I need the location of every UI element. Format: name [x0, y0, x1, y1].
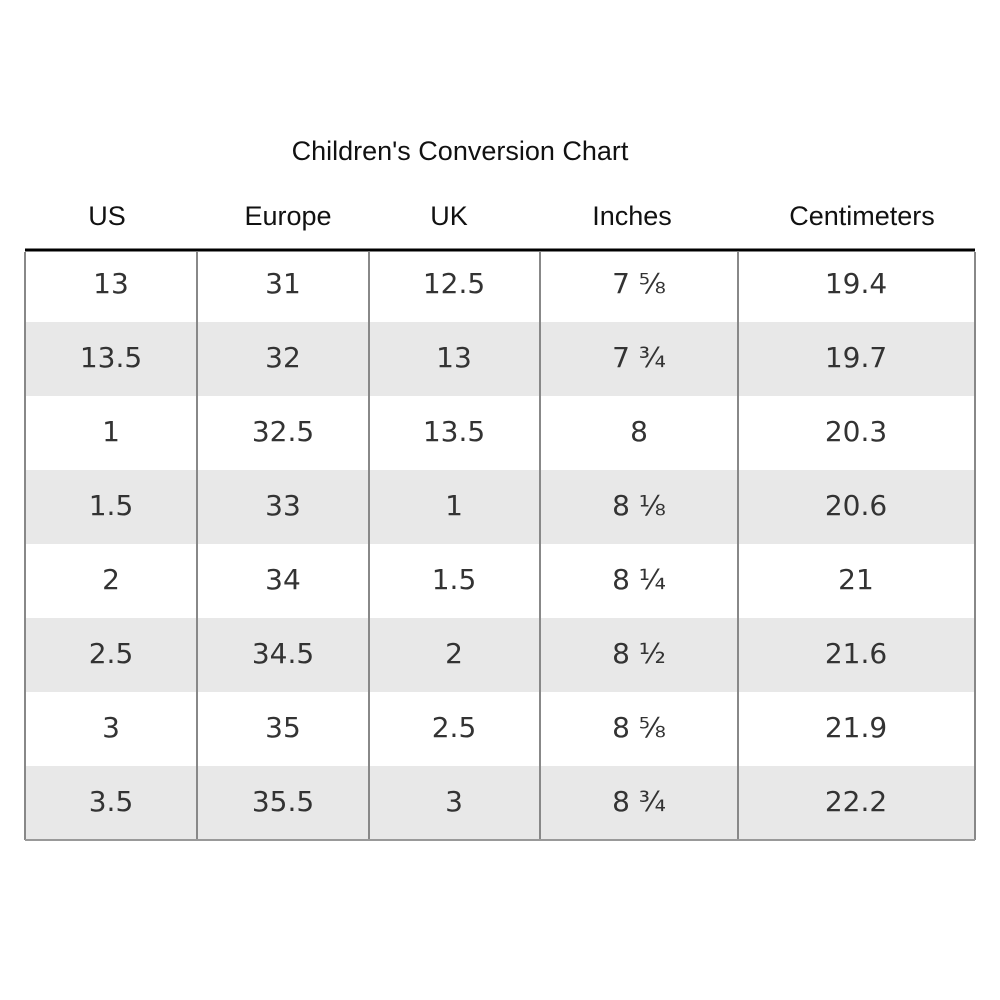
cell: 19.4 — [825, 267, 887, 300]
cell: 20.3 — [825, 415, 887, 448]
column-header: Europe — [244, 201, 331, 231]
cell: 7 ⅝ — [612, 267, 666, 300]
cell: 3 — [445, 785, 463, 818]
cell: 3 — [102, 711, 120, 744]
cell: 13.5 — [423, 415, 485, 448]
cell: 34 — [265, 563, 301, 596]
cell: 32.5 — [252, 415, 314, 448]
column-header: Centimeters — [789, 201, 935, 231]
cell: 2 — [102, 563, 120, 596]
cell: 8 ¾ — [612, 785, 666, 818]
cell: 8 ¼ — [612, 563, 666, 596]
cell: 21.9 — [825, 711, 887, 744]
row-stripe — [25, 618, 975, 692]
row-stripe — [25, 470, 975, 544]
column-header: UK — [430, 201, 468, 231]
cell: 3.5 — [89, 785, 134, 818]
row-stripe — [25, 322, 975, 396]
cell: 2.5 — [89, 637, 134, 670]
cell: 1.5 — [89, 489, 134, 522]
column-header: Inches — [592, 201, 672, 231]
cell: 35.5 — [252, 785, 314, 818]
cell: 8 — [630, 415, 648, 448]
cell: 8 ½ — [612, 637, 666, 670]
cell: 12.5 — [423, 267, 485, 300]
cell: 33 — [265, 489, 301, 522]
cell: 8 ⅝ — [612, 711, 666, 744]
cell: 2 — [445, 637, 463, 670]
cell: 1.5 — [432, 563, 477, 596]
cell: 1 — [102, 415, 120, 448]
cell: 20.6 — [825, 489, 887, 522]
cell: 21 — [838, 563, 874, 596]
cell: 13.5 — [80, 341, 142, 374]
cell: 34.5 — [252, 637, 314, 670]
column-header: US — [88, 201, 126, 231]
cell: 32 — [265, 341, 301, 374]
cell: 13 — [436, 341, 472, 374]
cell: 2.5 — [432, 711, 477, 744]
cell: 1 — [445, 489, 463, 522]
row-stripe — [25, 766, 975, 840]
cell: 21.6 — [825, 637, 887, 670]
table-title: Children's Conversion Chart — [292, 136, 629, 166]
cell: 31 — [265, 267, 301, 300]
cell: 22.2 — [825, 785, 887, 818]
cell: 35 — [265, 711, 301, 744]
cell: 7 ¾ — [612, 341, 666, 374]
cell: 8 ⅛ — [612, 489, 666, 522]
cell: 19.7 — [825, 341, 887, 374]
cell: 13 — [93, 267, 129, 300]
